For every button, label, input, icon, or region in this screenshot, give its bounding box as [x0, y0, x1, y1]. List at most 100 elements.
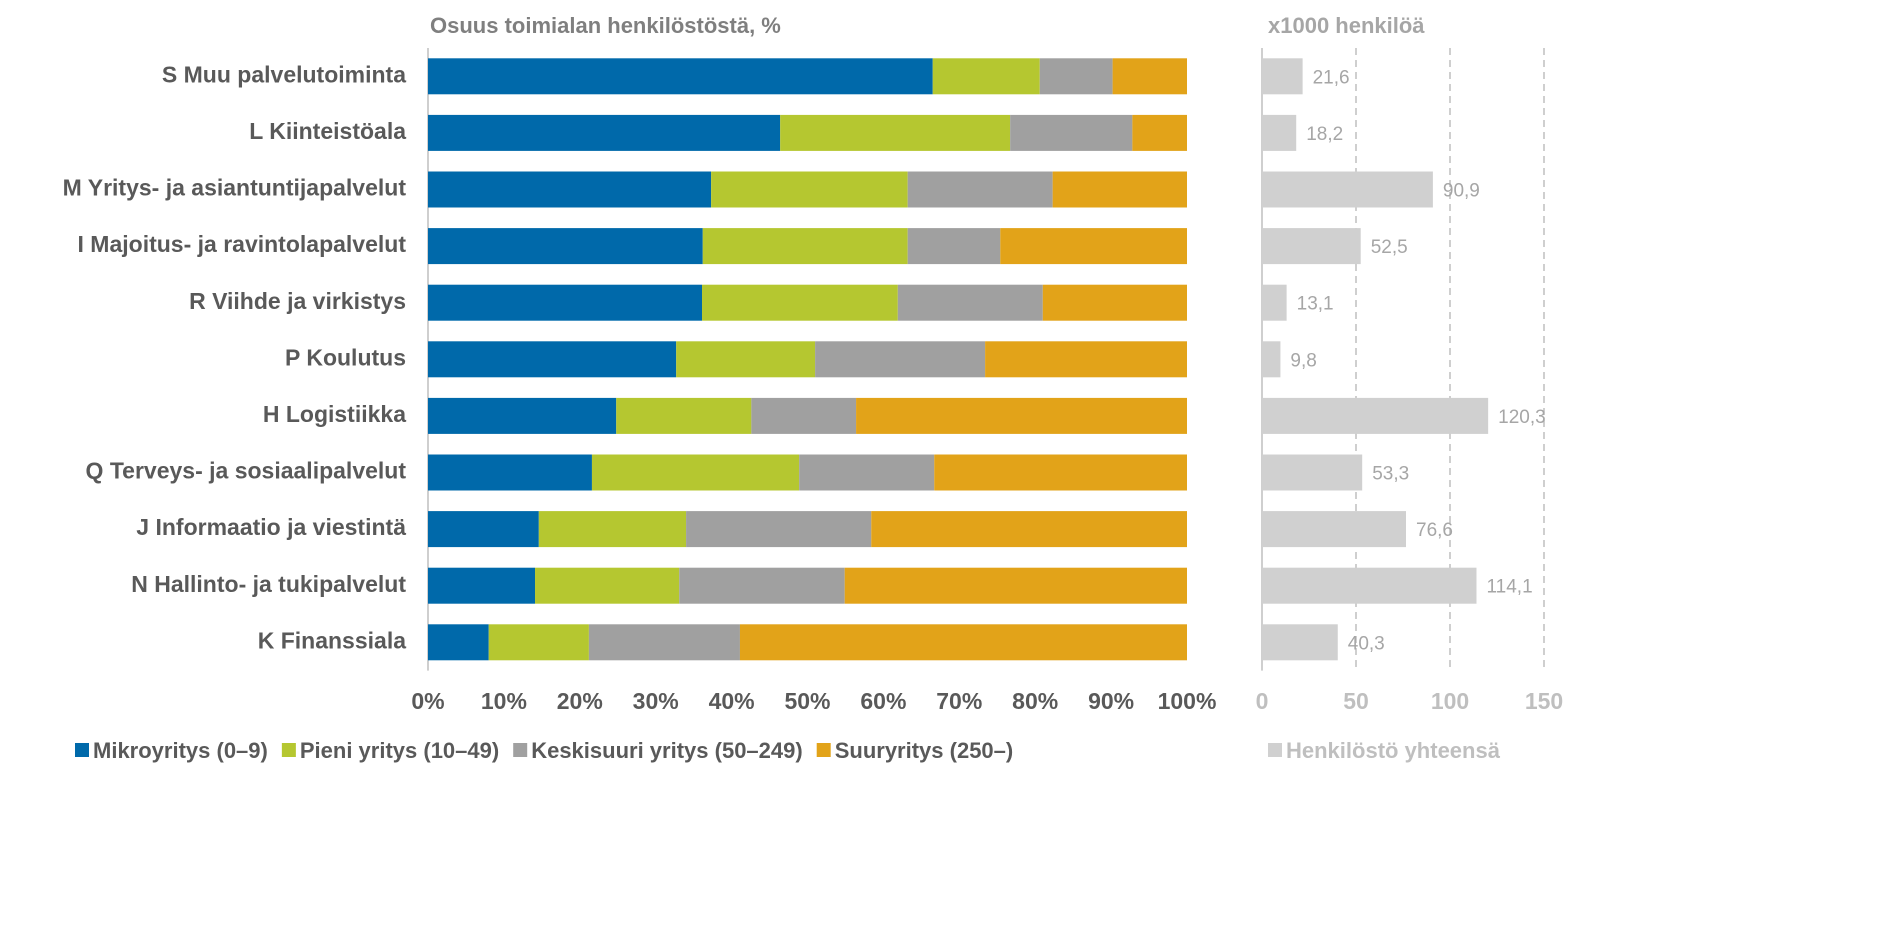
bar-segment	[686, 511, 872, 548]
bar-segment	[1132, 114, 1187, 151]
y-tick-label: Q Terveys- ja sosiaalipalvelut	[86, 458, 407, 484]
legend-swatch	[1268, 743, 1282, 757]
x-tick-label: 70%	[936, 688, 982, 714]
bar	[1262, 171, 1433, 208]
y-tick-label: P Koulutus	[285, 344, 406, 370]
bar-segment	[1000, 228, 1187, 265]
bar	[1262, 624, 1338, 661]
x-tick-label: 90%	[1088, 688, 1134, 714]
bar-segment	[751, 397, 857, 434]
bar-segment	[815, 341, 986, 378]
legend-label: Henkilöstö yhteensä	[1286, 738, 1501, 763]
bar-segment	[701, 284, 898, 321]
bar-segment	[676, 341, 816, 378]
bar-segment	[702, 228, 908, 265]
bar	[1262, 397, 1489, 434]
x-tick-label: 100%	[1158, 688, 1217, 714]
bar-segment	[799, 454, 935, 491]
bar	[1262, 228, 1361, 265]
bar-segment	[780, 114, 1011, 151]
legend-label: Keskisuuri yritys (50–249)	[531, 738, 803, 763]
legend-label: Suuryritys (250–)	[835, 738, 1014, 763]
y-tick-label: R Viihde ja virkistys	[189, 288, 406, 314]
bar-segment	[985, 341, 1187, 378]
bar-segment	[856, 397, 1187, 434]
bar-segment	[428, 454, 592, 491]
bar	[1262, 114, 1297, 151]
x-tick-label: 80%	[1012, 688, 1058, 714]
value-label: 52,5	[1371, 237, 1408, 258]
bar-segment	[871, 511, 1187, 548]
value-label: 120,3	[1498, 407, 1546, 428]
chart-title: x1000 henkilöä	[1268, 13, 1425, 38]
legend-swatch	[75, 743, 89, 757]
bar	[1262, 454, 1363, 491]
x-tick-label: 50%	[784, 688, 830, 714]
bar-segment	[428, 511, 539, 548]
bar-segment	[1042, 284, 1187, 321]
x-tick-label: 40%	[709, 688, 755, 714]
bar-segment	[428, 284, 702, 321]
bar-segment	[428, 397, 617, 434]
bar-segment	[428, 171, 712, 208]
value-label: 76,6	[1416, 520, 1453, 541]
bar-segment	[907, 228, 1001, 265]
bar-segment	[711, 171, 908, 208]
value-label: 13,1	[1297, 294, 1334, 315]
y-tick-label: N Hallinto- ja tukipalvelut	[131, 571, 406, 597]
value-label: 9,8	[1290, 350, 1316, 371]
y-tick-label: K Finanssiala	[258, 627, 406, 653]
bar-segment	[538, 511, 687, 548]
x-tick-label: 60%	[860, 688, 906, 714]
bar-segment	[588, 624, 740, 661]
x-tick-label: 0%	[411, 688, 444, 714]
x-tick-label: 10%	[481, 688, 527, 714]
bar-segment	[679, 567, 845, 604]
bar	[1262, 284, 1287, 321]
y-tick-label: S Muu palvelutoiminta	[162, 61, 406, 87]
bar	[1262, 58, 1303, 95]
bar-segment	[428, 114, 781, 151]
bar-segment	[1039, 58, 1113, 95]
bar-segment	[1052, 171, 1187, 208]
bar-segment	[739, 624, 1187, 661]
value-label: 21,6	[1313, 67, 1350, 88]
bar-segment	[616, 397, 752, 434]
value-label: 114,1	[1487, 577, 1533, 598]
bar-segment	[1112, 58, 1187, 95]
bar-segment	[1010, 114, 1133, 151]
legend-label: Mikroyritys (0–9)	[93, 738, 268, 763]
bar-segment	[428, 228, 703, 265]
bar	[1262, 341, 1281, 378]
legend-label: Pieni yritys (10–49)	[300, 738, 499, 763]
bar-segment	[428, 58, 933, 95]
value-label: 90,9	[1443, 181, 1480, 202]
value-label: 40,3	[1348, 633, 1385, 654]
y-tick-label: H Logistiikka	[263, 401, 406, 427]
bar-segment	[844, 567, 1187, 604]
x-tick-label: 100	[1431, 688, 1469, 714]
bar	[1262, 511, 1407, 548]
bar-segment	[907, 171, 1053, 208]
bar-segment	[535, 567, 680, 604]
legend-swatch	[816, 743, 831, 757]
bar-segment	[428, 567, 536, 604]
bar-segment	[488, 624, 589, 661]
y-tick-label: J Informaatio ja viestintä	[136, 514, 406, 540]
chart-title: Osuus toimialan henkilöstöstä, %	[430, 13, 781, 38]
bar-segment	[897, 284, 1043, 321]
value-label: 18,2	[1306, 124, 1343, 145]
y-tick-label: I Majoitus- ja ravintolapalvelut	[78, 231, 407, 257]
x-tick-label: 50	[1343, 688, 1369, 714]
bar-segment	[934, 454, 1187, 491]
bar-segment	[932, 58, 1040, 95]
x-tick-label: 150	[1525, 688, 1563, 714]
x-tick-label: 30%	[633, 688, 679, 714]
bar-segment	[428, 624, 489, 661]
legend-swatch	[513, 743, 528, 757]
value-label: 53,3	[1372, 464, 1409, 485]
x-tick-label: 20%	[557, 688, 603, 714]
legend-swatch	[281, 743, 296, 757]
